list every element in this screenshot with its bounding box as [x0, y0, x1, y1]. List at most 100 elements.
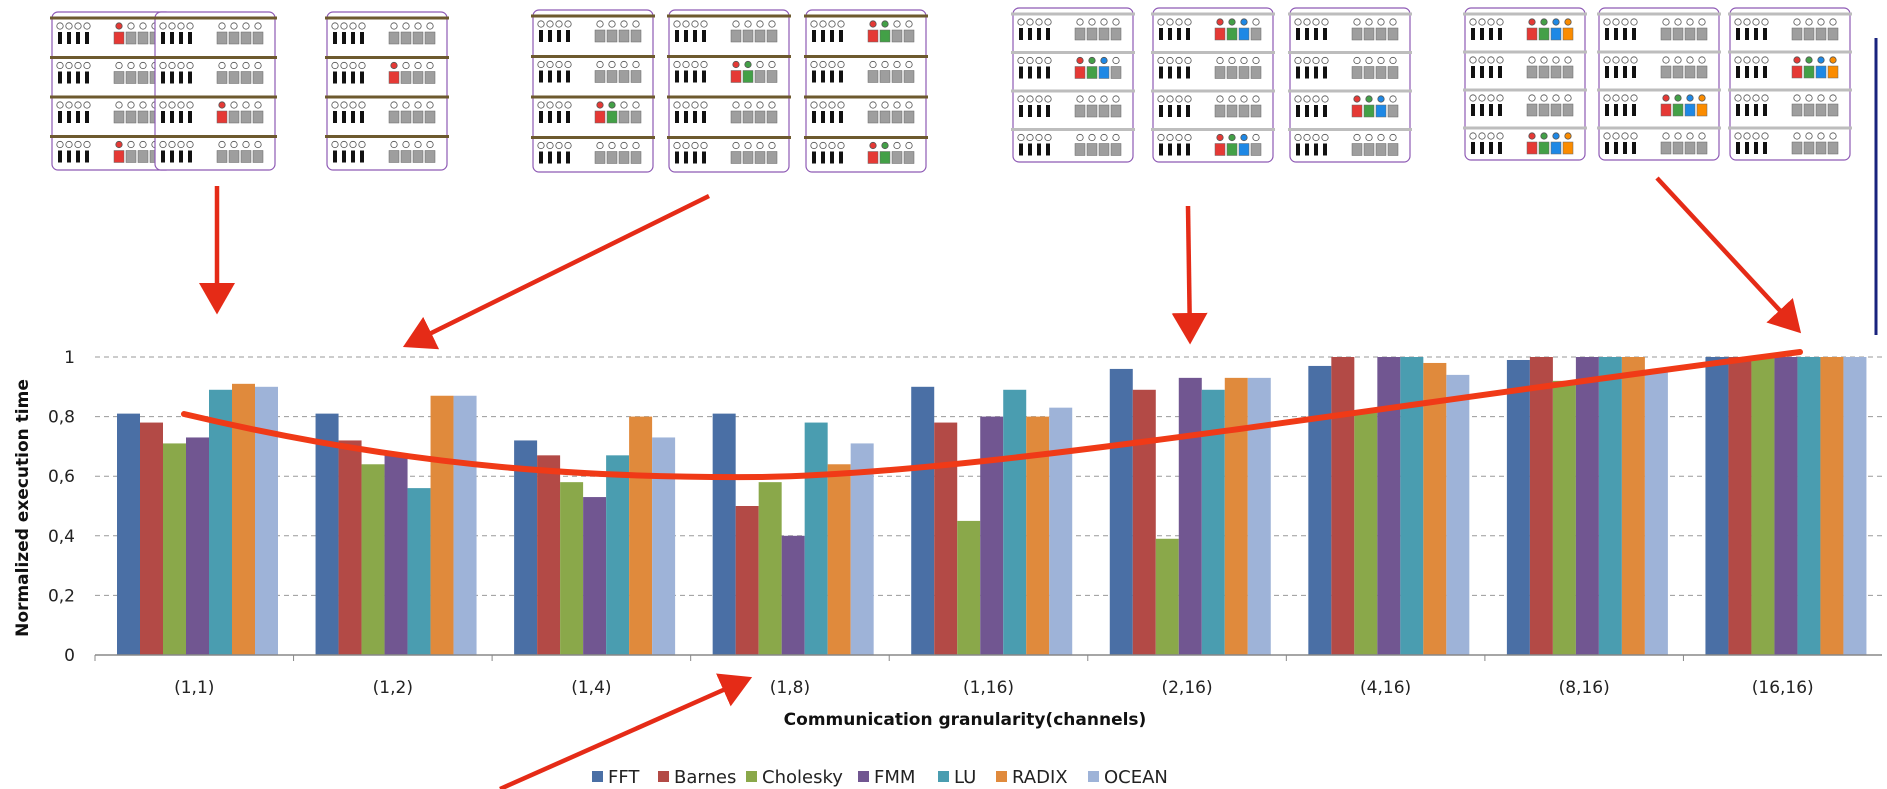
port-circle	[632, 20, 640, 28]
port-circle	[115, 101, 123, 109]
core-block	[1614, 142, 1618, 154]
topology-board	[1152, 7, 1274, 163]
y-axis-title: Normalized execution time	[13, 379, 33, 637]
node-circle	[186, 22, 194, 30]
node-circle	[1612, 18, 1620, 26]
core-block	[67, 32, 71, 44]
core-block	[58, 71, 62, 84]
node-circle	[1469, 56, 1477, 64]
node-circle	[56, 61, 64, 70]
core-block	[693, 70, 697, 83]
port-circle	[1112, 95, 1120, 103]
bar-lu	[1201, 389, 1225, 655]
memory-block	[1074, 66, 1086, 79]
memory-block	[594, 29, 606, 43]
memory-block	[400, 150, 412, 163]
memory-block	[113, 31, 125, 45]
port-circle	[881, 60, 889, 69]
core-block	[702, 70, 706, 83]
memory-block	[252, 150, 264, 163]
port-circle	[1540, 56, 1548, 64]
port-circle	[768, 141, 776, 150]
trend-curve	[181, 349, 1803, 481]
core-block	[85, 150, 89, 163]
port-circle	[869, 20, 877, 28]
port-circle	[1088, 133, 1096, 142]
node-circle	[1157, 18, 1165, 26]
core-block	[1296, 105, 1300, 117]
node-circle	[828, 101, 836, 109]
node-circle	[349, 101, 357, 109]
memory-block	[400, 31, 412, 45]
bar-fmm	[1774, 357, 1798, 655]
node-circle	[331, 22, 339, 30]
x-tick-labels: (1,1) (1,2) (1,4) (1,8) (1,16) (2,16) (4,16) (8…	[174, 678, 1814, 698]
bar-cholesky	[758, 482, 782, 655]
topology-board	[326, 11, 448, 171]
memory-block	[1562, 103, 1574, 117]
bar-fft	[911, 386, 935, 655]
bar-ocean	[1644, 371, 1668, 655]
memory-block	[1815, 27, 1827, 41]
bar-fft	[514, 440, 538, 655]
port-circle	[1088, 18, 1096, 26]
node-circle	[810, 60, 818, 69]
node-circle	[159, 140, 167, 149]
memory-block	[1827, 65, 1839, 79]
memory-block	[1214, 143, 1226, 156]
memory-block	[1538, 103, 1550, 117]
core-block	[1745, 104, 1749, 116]
port-circle	[1240, 18, 1248, 26]
node-circle	[546, 141, 554, 150]
port-circle	[1552, 18, 1560, 26]
core-block	[58, 150, 62, 163]
memory-block	[125, 71, 137, 84]
port-circle	[632, 60, 640, 69]
bar-radix	[1621, 357, 1645, 655]
port-circle	[242, 140, 250, 149]
core-block	[1632, 28, 1636, 40]
core-block	[1046, 28, 1050, 40]
memory-block	[1526, 141, 1538, 155]
node-circle	[1734, 132, 1742, 140]
memory-block	[240, 71, 252, 84]
bar-fft	[1705, 357, 1729, 655]
memory-block	[630, 110, 642, 124]
node-circle	[340, 22, 348, 30]
port-circle	[1377, 95, 1385, 103]
port-circle	[1353, 18, 1361, 26]
port-circle	[1528, 56, 1536, 64]
node-circle	[1184, 18, 1192, 26]
memory-block	[1660, 141, 1672, 155]
memory-block	[766, 70, 778, 83]
node-circle	[1294, 56, 1302, 65]
port-circle	[127, 140, 135, 149]
node-circle	[1044, 95, 1052, 103]
port-circle	[1240, 56, 1248, 65]
node-circle	[74, 140, 82, 149]
pointer-arrow	[402, 193, 710, 350]
node-circle	[673, 101, 681, 109]
memory-block	[1074, 143, 1086, 156]
y-tick-label: 0	[64, 646, 75, 666]
port-circle	[1564, 132, 1572, 140]
core-block	[342, 71, 346, 84]
core-block	[179, 111, 183, 123]
core-block	[1736, 142, 1740, 154]
bar-ocean	[1049, 407, 1073, 655]
memory-block	[1098, 143, 1110, 156]
legend-swatch	[938, 771, 949, 782]
port-circle	[1228, 56, 1236, 65]
port-circle	[1528, 94, 1536, 102]
node-circle	[1743, 94, 1751, 102]
core-block	[360, 32, 364, 44]
memory-block	[594, 70, 606, 83]
node-circle	[700, 60, 708, 69]
memory-block	[228, 71, 240, 84]
node-circle	[358, 140, 366, 149]
legend-swatch	[858, 771, 869, 782]
port-circle	[620, 101, 628, 109]
port-circle	[402, 22, 410, 30]
node-circle	[1321, 56, 1329, 65]
legend-label: FMM	[874, 767, 915, 788]
